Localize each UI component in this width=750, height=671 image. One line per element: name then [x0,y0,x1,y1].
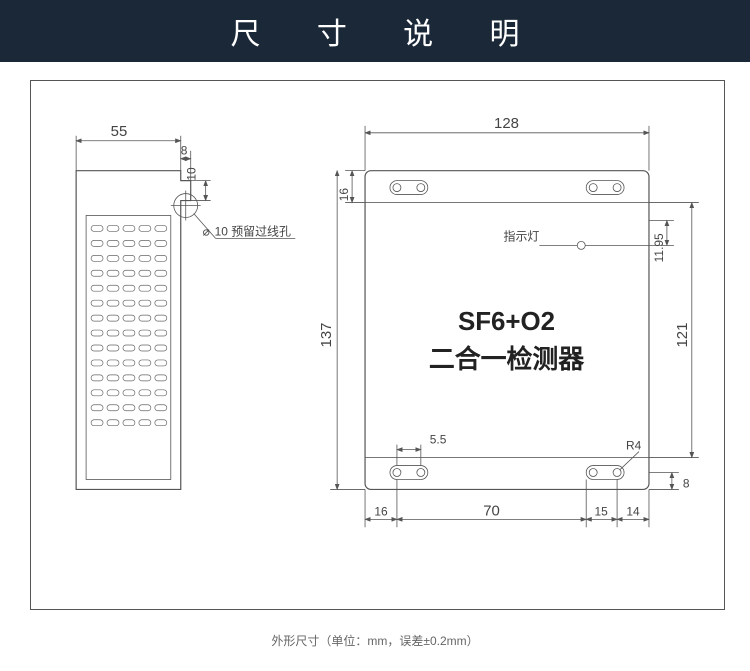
dim-11-95: 11.95 [652,233,666,262]
dim-8-left: 8 [181,144,188,158]
dim-14: 14 [626,504,640,518]
dim-10: 10 [185,167,199,181]
indicator-note: 指示灯 [504,228,540,243]
device-title-line2: 二合一检测器 [429,344,585,374]
drawing-frame: ⌀ 10 预留过线孔 55 8 10 [30,80,725,610]
dim-70: 70 [483,502,500,519]
dim-5-5: 5.5 [430,433,447,447]
header-bar: 尺 寸 说 明 [0,0,750,62]
dim-hole-note: 10 预留过线孔 [215,224,291,238]
dim-16-top: 16 [337,188,351,202]
dim-55: 55 [111,123,128,140]
dim-16-bl: 16 [374,504,388,518]
dim-15: 15 [595,504,609,518]
dim-8-br: 8 [683,476,690,490]
dim-hole-diameter-symbol: ⌀ [203,224,210,238]
dim-r4: R4 [626,439,642,453]
dim-137: 137 [318,323,335,348]
tech-drawing: ⌀ 10 预留过线孔 55 8 10 [31,81,724,609]
caption-text: 外形尺寸（单位：mm，误差±0.2mm） [0,632,750,649]
page-root: 尺 寸 说 明 [0,0,750,671]
header-title: 尺 寸 说 明 [206,9,543,53]
dim-121: 121 [674,323,691,348]
device-title-line1: SF6+O2 [458,308,555,336]
dim-128: 128 [494,115,519,132]
